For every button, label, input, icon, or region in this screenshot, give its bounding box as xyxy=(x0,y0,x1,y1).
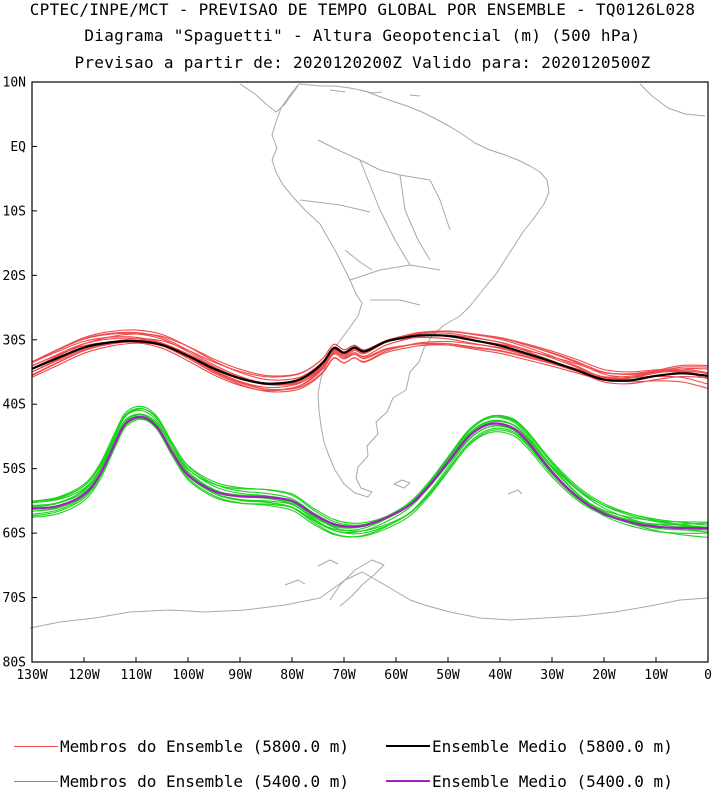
mean-contour-5800 xyxy=(32,334,708,385)
member-contour-5400 xyxy=(32,417,708,538)
lat-label: 20S xyxy=(3,269,26,284)
caribbean-islands xyxy=(329,89,421,97)
antarctic-islands xyxy=(284,559,339,586)
legend-swatch-green xyxy=(14,780,58,782)
lon-label: 120W xyxy=(68,668,99,683)
map-title: CPTEC/INPE/MCT - PREVISAO DE TEMPO GLOBA… xyxy=(29,0,696,19)
antarctic-peninsula xyxy=(329,559,385,607)
lon-label: 10W xyxy=(644,668,668,683)
lat-label: 40S xyxy=(3,398,26,413)
member-contour-5800 xyxy=(32,336,708,378)
member-contour-5400 xyxy=(32,408,708,526)
lat-label: 60S xyxy=(3,527,26,542)
member-contour-5400 xyxy=(32,416,708,538)
legend-swatch-purple xyxy=(386,780,430,782)
central-america-coast xyxy=(239,83,299,113)
map-frame xyxy=(31,81,709,663)
lon-label: 90W xyxy=(228,668,252,683)
forecast-validity: Previsao a partir de: 2020120200Z Valido… xyxy=(74,53,651,72)
legend-mean-5400: Ensemble Medio (5400.0 m) xyxy=(386,771,673,791)
lon-label: 110W xyxy=(120,668,151,683)
lon-label: 30W xyxy=(540,668,564,683)
lon-label: 80W xyxy=(280,668,304,683)
contour-layer xyxy=(32,329,708,538)
lat-label: 80S xyxy=(3,656,26,671)
lat-label: 10S xyxy=(3,204,26,219)
legend-members-5800: Membros do Ensemble (5800.0 m) xyxy=(14,736,349,756)
lon-label: 130W xyxy=(16,668,47,683)
legend-label: Ensemble Medio (5400.0 m) xyxy=(432,771,673,791)
legend-label: Membros do Ensemble (5800.0 m) xyxy=(60,736,349,756)
antarctica-coast xyxy=(29,571,709,629)
member-contour-5400 xyxy=(32,413,708,538)
lon-label: 50W xyxy=(436,668,460,683)
lon-label: 20W xyxy=(592,668,616,683)
legend-mean-5800: Ensemble Medio (5800.0 m) xyxy=(386,736,673,756)
falkland-islands xyxy=(393,479,411,489)
legend-members-5400: Membros do Ensemble (5400.0 m) xyxy=(14,771,349,791)
member-contour-5400 xyxy=(32,407,708,529)
lon-label: 70W xyxy=(332,668,356,683)
legend-swatch-red xyxy=(14,745,58,747)
lat-label: EQ xyxy=(10,140,26,155)
map-subtitle: Diagrama "Spaguetti" - Altura Geopotenci… xyxy=(84,26,641,45)
lon-label: 60W xyxy=(384,668,408,683)
south-america-borders xyxy=(299,139,451,306)
lat-label: 10N xyxy=(3,76,26,91)
lat-label: 70S xyxy=(3,591,26,606)
mean-contour-5400 xyxy=(32,415,708,530)
south-america-coast xyxy=(271,83,550,498)
member-contour-5400 xyxy=(32,413,708,524)
lat-label: 30S xyxy=(3,333,26,348)
lon-label: 100W xyxy=(172,668,203,683)
lon-label: 0 xyxy=(704,668,712,683)
coastlines xyxy=(29,83,709,629)
legend-label: Ensemble Medio (5800.0 m) xyxy=(432,736,673,756)
lon-label: 40W xyxy=(488,668,512,683)
legend-label: Membros do Ensemble (5400.0 m) xyxy=(60,771,349,791)
africa-coast xyxy=(639,83,706,117)
south-georgia xyxy=(507,489,523,495)
lat-label: 50S xyxy=(3,462,26,477)
member-contour-5800 xyxy=(32,330,708,389)
legend-swatch-black xyxy=(386,745,430,747)
